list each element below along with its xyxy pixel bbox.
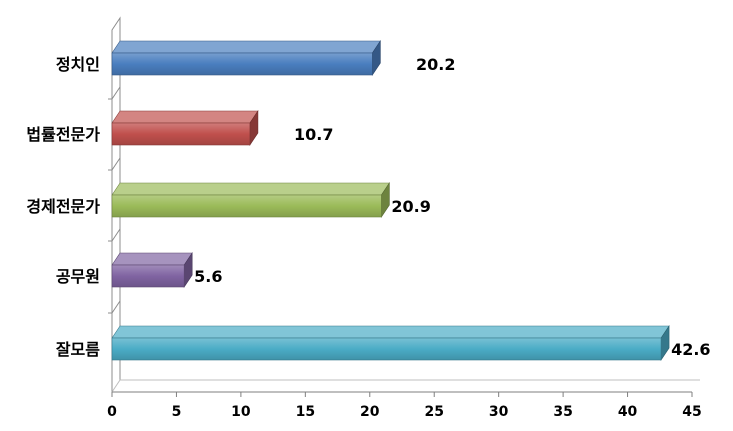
data-label: 20.9 xyxy=(391,197,430,216)
bar xyxy=(111,182,390,218)
bar-top-face xyxy=(111,110,259,124)
data-label: 5.6 xyxy=(194,267,222,286)
tick-labels: 0 5 10 15 20 25 30 35 40 45 xyxy=(107,404,702,420)
bar xyxy=(111,110,259,146)
bar-front-face xyxy=(111,122,251,146)
x-tick-label: 35 xyxy=(553,404,572,420)
x-tick-label: 5 xyxy=(172,404,182,420)
data-label: 10.7 xyxy=(294,125,333,144)
bars-group xyxy=(111,40,670,361)
bar-top-face xyxy=(111,252,193,266)
data-label: 20.2 xyxy=(416,55,455,74)
x-tick-label: 25 xyxy=(424,404,443,420)
floor-back-edge xyxy=(111,379,700,393)
x-tick-label: 45 xyxy=(682,404,701,420)
x-tick-label: 30 xyxy=(489,404,509,420)
bar-front-face xyxy=(111,264,185,288)
bar-top-face xyxy=(111,182,390,196)
x-tick-label: 15 xyxy=(296,404,315,420)
category-label: 잘모름 xyxy=(56,340,100,359)
x-tick-label: 20 xyxy=(360,404,380,420)
category-separator xyxy=(111,228,121,242)
category-label: 공무원 xyxy=(56,267,100,286)
x-tick-label: 10 xyxy=(231,404,251,420)
data-label: 42.6 xyxy=(671,340,710,359)
bar-front-face xyxy=(111,337,662,361)
bar-top-face xyxy=(111,40,381,54)
bar-top-face xyxy=(111,325,670,339)
data-labels: 20.2 10.7 20.9 5.6 42.6 xyxy=(194,55,710,359)
x-tick-label: 0 xyxy=(107,404,117,420)
category-label: 정치인 xyxy=(56,55,100,74)
category-separator xyxy=(111,300,121,314)
bar-front-face xyxy=(111,194,382,218)
bar-front-face xyxy=(111,52,373,76)
x-tick-label: 40 xyxy=(618,404,638,420)
category-separator xyxy=(111,157,121,171)
category-label: 경제전문가 xyxy=(26,197,100,216)
bar xyxy=(111,325,670,361)
category-label: 법률전문가 xyxy=(26,125,100,144)
bar xyxy=(111,40,381,76)
bar xyxy=(111,252,193,288)
category-separator xyxy=(111,86,121,100)
